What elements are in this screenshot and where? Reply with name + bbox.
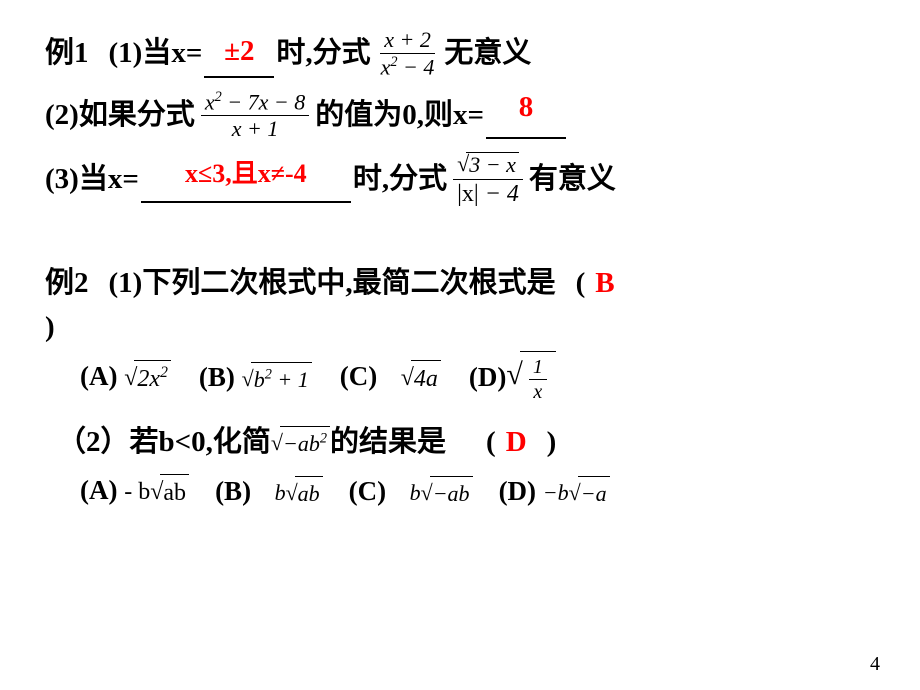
ex1-q1-blank: ±2 <box>204 30 274 78</box>
ex2-q1-po: ( <box>576 262 586 306</box>
ex2-q1-pc: ) <box>45 306 55 350</box>
ex1-q2: (2)如果分式 x2 − 7x − 8 x + 1 的值为0,则x= 8 <box>45 90 890 142</box>
ex1-q2-blank: 8 <box>486 92 566 140</box>
ex2-label: 例2 <box>45 262 89 306</box>
page-number: 4 <box>870 653 880 676</box>
ex1-q2-ans: 8 <box>519 91 534 123</box>
ex1-label: 例1 <box>45 32 89 76</box>
ex2-q2: （2）若b<0,化简 √−ab2 的结果是 ( D ) <box>57 421 890 465</box>
ex2-q1-close: ) <box>45 306 890 350</box>
ex2-q1-ans: B <box>595 262 614 306</box>
ex1-q3-blank: x≤3,且x≠-4 <box>141 156 351 204</box>
ex1-q1-ans: ±2 <box>224 35 254 67</box>
ex1-q3: (3)当x= x≤3,且x≠-4 时,分式 √3 − x |x| − 4 有意义 <box>45 151 890 207</box>
ex2-q1-options: (A) √2x2 (B) √b2 + 1 (C) √4a (D) √ 1 x <box>80 351 890 403</box>
ex2-q1: 例2 (1)下列二次根式中,最简二次根式是 ( B <box>45 262 890 306</box>
ex1-q3-post: 有意义 <box>529 158 616 202</box>
ex1-q1-post: 无意义 <box>444 32 531 76</box>
ex1-q3-mid: 时,分式 <box>353 158 447 202</box>
ex1-q3-ans: x≤3,且x≠-4 <box>185 159 307 188</box>
ex1-q3-pre: (3)当x= <box>45 158 139 202</box>
ex1-q1-frac: x + 2 x2 − 4 <box>377 28 439 80</box>
ex2-q2-pre: （2）若b<0,化简 <box>57 421 271 465</box>
ex2-q2-rad: √−ab2 <box>271 426 330 460</box>
ex1-q2-pre: (2)如果分式 <box>45 94 195 138</box>
ex2-q2-options: (A) - b√ab (B) b√ab (C) b√−ab (D) −b√−a <box>80 470 890 511</box>
ex2-q2-po: ( <box>486 421 496 465</box>
ex2-q2-mid: 的结果是 <box>330 421 446 465</box>
ex2-q2-ans: D <box>506 421 527 465</box>
ex1-q2-mid: 的值为0,则x= <box>315 94 484 138</box>
ex2-q1-text: (1)下列二次根式中,最简二次根式是 <box>109 262 556 306</box>
ex1-q2-frac: x2 − 7x − 8 x + 1 <box>201 90 309 142</box>
ex2-q2-pc: ) <box>547 421 557 465</box>
slide-content: 例1 (1)当x= ±2 时,分式 x + 2 x2 − 4 无意义 (2)如果… <box>0 0 920 511</box>
ex1-q1-mid: 时,分式 <box>276 32 370 76</box>
ex1-q3-frac: √3 − x |x| − 4 <box>453 151 523 207</box>
ex1-q1-pre: (1)当x= <box>109 32 203 76</box>
ex1-q1: 例1 (1)当x= ±2 时,分式 x + 2 x2 − 4 无意义 <box>45 28 890 80</box>
